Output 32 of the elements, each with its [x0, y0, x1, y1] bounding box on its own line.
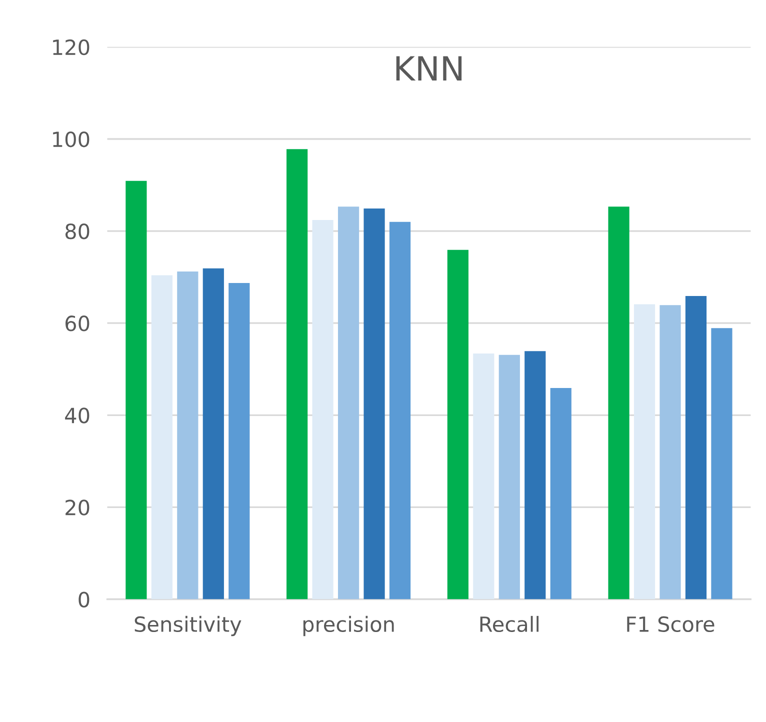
- x-tick-label: Sensitivity: [134, 616, 242, 636]
- bar: [447, 250, 468, 600]
- x-tick-label: Recall: [480, 616, 539, 632]
- bar: [202, 268, 224, 600]
- bar: [126, 180, 147, 600]
- bar: [524, 351, 546, 600]
- x-tick-label: F1 Score: [627, 616, 714, 632]
- y-tick-label: 60: [66, 316, 90, 332]
- bar: [228, 283, 250, 600]
- bar: [473, 353, 494, 600]
- y-tick-label: 40: [65, 408, 90, 424]
- y-tick-label: 80: [65, 223, 90, 240]
- y-tick-label: 100: [53, 131, 90, 148]
- bar: [498, 354, 520, 600]
- bar: [151, 275, 172, 600]
- bar: [364, 208, 385, 600]
- bar: [389, 222, 411, 600]
- bar: [685, 296, 707, 600]
- bar: [711, 328, 732, 600]
- chart-title: KNN: [396, 56, 462, 81]
- bar: [634, 304, 656, 600]
- bar: [550, 388, 572, 600]
- bar: [660, 305, 681, 600]
- bar: [286, 149, 308, 600]
- bar: [312, 220, 334, 600]
- y-tick-label: 0: [78, 592, 90, 608]
- y-tick-label: 120: [53, 39, 90, 56]
- bar: [338, 206, 360, 600]
- bar: [608, 206, 630, 600]
- bar: [177, 272, 198, 600]
- y-tick-label: 20: [66, 500, 90, 516]
- x-tick-label: precision: [303, 616, 394, 636]
